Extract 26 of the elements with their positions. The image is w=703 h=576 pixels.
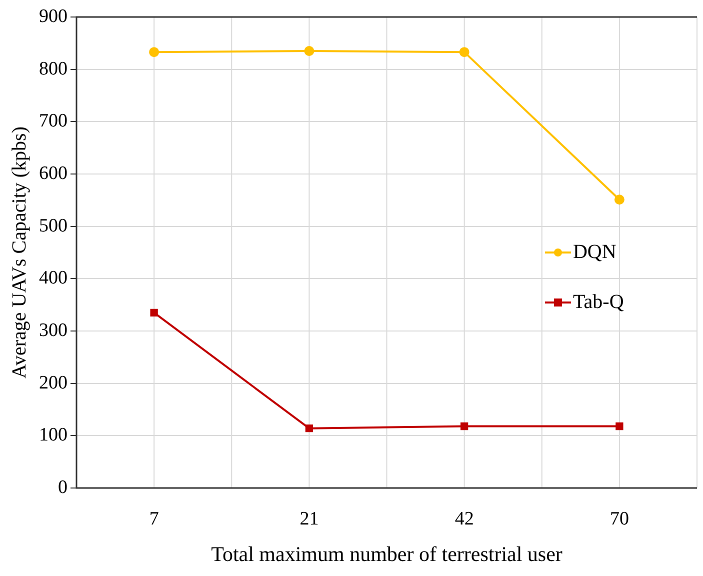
x-tick-label: 42 bbox=[454, 508, 474, 530]
point bbox=[459, 47, 470, 58]
point bbox=[614, 194, 624, 205]
x-tick-label: 21 bbox=[300, 508, 319, 530]
y-tick-label: 600 bbox=[39, 162, 68, 184]
point bbox=[150, 308, 158, 317]
y-tick-label: 700 bbox=[39, 110, 68, 132]
legend-label: Tab-Q bbox=[572, 290, 624, 313]
y-tick-label: 500 bbox=[39, 215, 68, 236]
x-axis-title: Total maximum number of terrestrial user bbox=[211, 542, 562, 566]
point bbox=[460, 422, 468, 430]
point bbox=[616, 422, 624, 430]
y-tick-label: 800 bbox=[39, 58, 68, 80]
point bbox=[304, 46, 314, 56]
y-tick-label: 400 bbox=[39, 268, 68, 289]
y-axis-title: Average UAVs Capacity (kpbs) bbox=[8, 126, 30, 378]
y-tick-label: 900 bbox=[39, 6, 68, 27]
x-tick-label: 7 bbox=[149, 508, 159, 530]
point bbox=[149, 47, 160, 58]
x-tick-label: 70 bbox=[610, 508, 629, 530]
y-tick-label: 300 bbox=[39, 320, 68, 341]
point bbox=[305, 424, 314, 432]
y-tick-label: 200 bbox=[39, 372, 68, 394]
legend-label: DQN bbox=[572, 240, 616, 263]
y-tick-label: 100 bbox=[39, 424, 68, 446]
y-tick-label: 0 bbox=[58, 476, 68, 498]
